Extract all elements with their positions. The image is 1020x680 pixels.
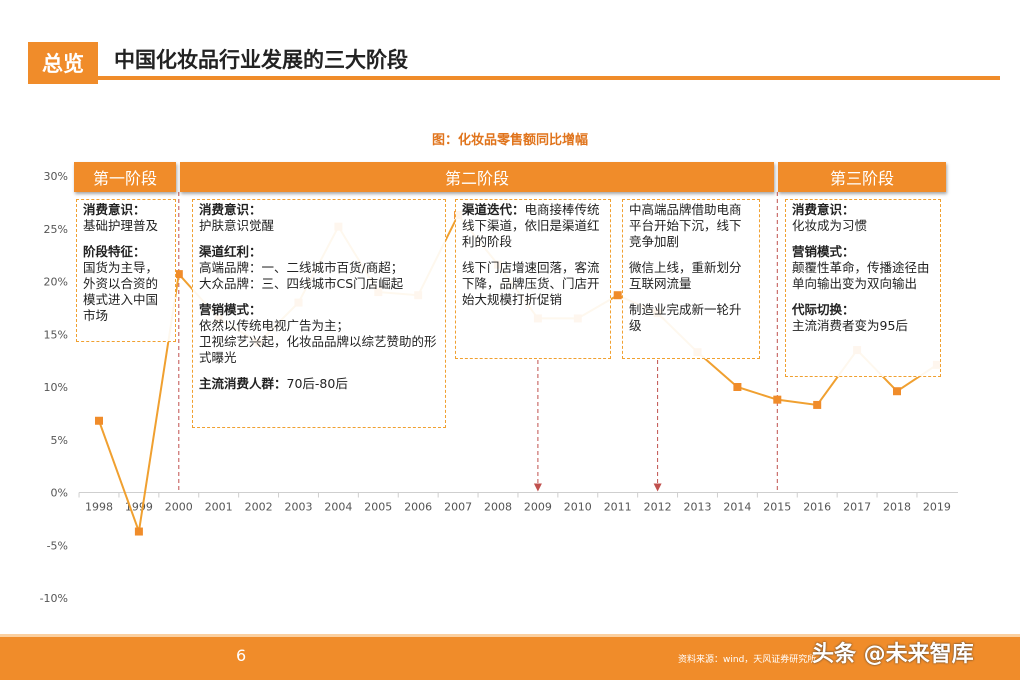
note-stage2-early: 消费意识： 护肤意识觉醒 渠道红利： 高端品牌：一、二线城市百货/商超； 大众品… [192,199,446,428]
note-heading: 消费意识： [199,202,262,217]
x-tick-label: 2007 [444,501,472,514]
x-tick-label: 2001 [205,501,233,514]
x-tick-label: 2009 [524,501,552,514]
x-tick-label: 2017 [843,501,871,514]
x-tick-label: 2013 [684,501,712,514]
note-text: 中高端品牌借助电商平台开始下沉，线下竞争加剧 [629,202,742,249]
data-point [893,387,901,396]
stage-bar-1: 第一阶段 [74,162,176,192]
data-point [613,291,622,300]
y-tick-label: -10% [40,592,68,605]
page-title: 中国化妆品行业发展的三大阶段 [114,48,408,72]
note-text: 护肤意识觉醒 [199,218,275,233]
data-point [134,527,143,536]
section-tag: 总览 [28,42,98,84]
note-text: 依然以传统电视广告为主； [199,318,350,333]
x-tick-label: 2000 [165,501,193,514]
stage-bar-3: 第三阶段 [778,162,946,192]
x-tick-label: 2016 [803,501,831,514]
note-heading: 营销模式： [199,302,262,317]
x-tick-label: 2003 [285,501,313,514]
note-text: 70后-80后 [286,376,348,391]
x-tick-label: 2010 [564,501,592,514]
note-text: 化妆成为习惯 [792,218,868,233]
note-text: 国货为主导，外资以合资的模式进入中国市场 [83,260,159,323]
watermark: 头条 @未来智库 [812,642,974,667]
note-text: 大众品牌：三、四线城市CS门店崛起 [199,276,404,291]
note-heading: 渠道红利： [199,244,262,259]
x-tick-label: 2005 [364,501,392,514]
header-divider [98,76,1000,80]
note-stage2-ecommerce: 渠道迭代：电商接棒传统线下渠道，依旧是渠道红利的阶段 线下门店增速回落，客流下降… [455,199,611,359]
note-stage3: 消费意识： 化妆成为习惯 营销模式： 颠覆性革命，传播途径由单向输出变为双向输出… [785,199,941,377]
chart-title: 图：化妆品零售额同比增幅 [431,133,588,148]
x-tick-label: 2002 [245,501,273,514]
x-tick-label: 2006 [404,501,432,514]
note-heading: 渠道迭代： [462,202,525,217]
footer-band [0,634,1020,680]
note-stage2-late: 中高端品牌借助电商平台开始下沉，线下竞争加剧 微信上线，重新划分互联网流量 制造… [622,199,760,359]
y-tick-label: 0% [51,487,68,500]
note-text: 卫视综艺兴起，化妆品品牌以综艺赞助的形式曝光 [199,334,437,365]
x-tick-label: 2019 [923,501,951,514]
note-heading: 消费意识： [792,202,855,217]
y-tick-label: 30% [44,170,68,183]
x-tick-label: 2004 [324,501,352,514]
y-tick-label: -5% [47,539,68,552]
note-heading: 消费意识： [83,202,146,217]
y-tick-label: 5% [51,434,68,447]
note-text: 微信上线，重新划分互联网流量 [629,260,742,291]
x-tick-label: 2008 [484,501,512,514]
note-text: 主流消费者变为95后 [792,318,908,333]
x-tick-label: 2018 [883,501,911,514]
note-text: 制造业完成新一轮升级 [629,302,742,333]
note-text: 颠覆性革命，传播途径由单向输出变为双向输出 [792,260,930,291]
data-point [95,416,103,425]
note-text: 高端品牌：一、二线城市百货/商超； [199,260,404,275]
note-heading: 阶段特征： [83,244,146,259]
data-point [773,395,782,404]
page-number: 6 [236,646,247,665]
note-text: 电商接棒传统线下渠道，依旧是渠道红利的阶段 [462,202,600,249]
y-tick-label: 15% [44,328,68,341]
y-tick-label: 10% [44,381,68,394]
source-note: 资料来源：wind，天风证券研究所 [678,655,817,665]
note-heading: 代际切换： [792,302,855,317]
note-heading: 营销模式： [792,244,855,259]
y-tick-label: 25% [44,223,68,236]
stage-bar-2: 第二阶段 [180,162,774,192]
data-point [733,383,742,391]
x-tick-label: 1998 [85,501,113,514]
x-tick-label: 2015 [763,501,791,514]
note-text: 基础护理普及 [83,218,159,233]
data-point [174,270,183,279]
event-arrow-head [653,483,662,492]
x-tick-label: 2014 [723,501,751,514]
note-text: 线下门店增速回落，客流下降，品牌压货、门店开始大规模打折促销 [462,260,600,307]
data-point [813,400,822,409]
x-tick-label: 2011 [604,501,632,514]
note-heading: 主流消费人群： [199,376,287,391]
x-tick-label: 2012 [644,501,672,514]
y-tick-label: 20% [44,276,68,289]
event-arrow-head [533,483,542,492]
note-stage1: 消费意识： 基础护理普及 阶段特征： 国货为主导，外资以合资的模式进入中国市场 [76,199,176,342]
